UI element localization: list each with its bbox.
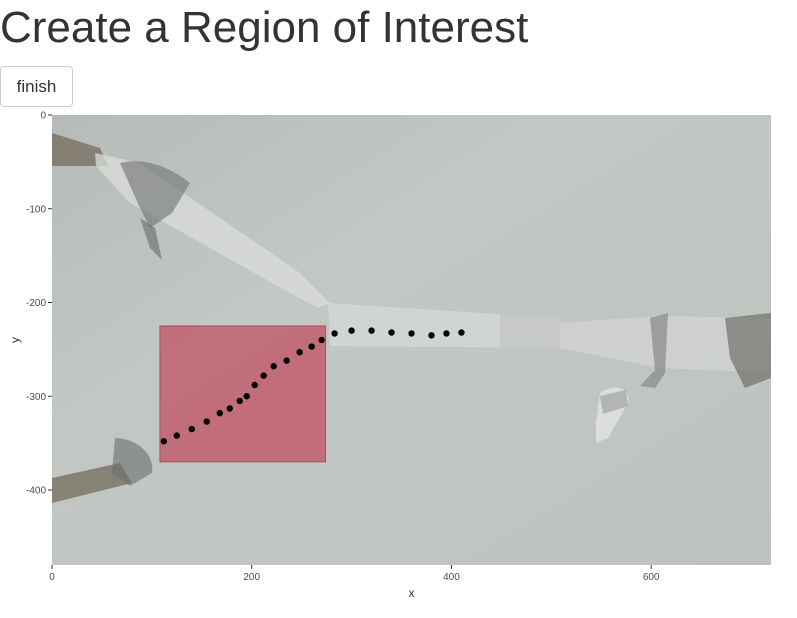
x-tick-label: 400	[443, 572, 460, 583]
track-point	[236, 397, 243, 405]
track-point	[388, 329, 395, 336]
track-point	[226, 405, 233, 412]
track-point	[260, 372, 267, 379]
track-point	[348, 327, 355, 334]
track-point	[173, 432, 181, 439]
y-axis-label: y	[8, 337, 22, 343]
track-point	[216, 409, 223, 417]
track-point	[308, 343, 315, 350]
track-point	[458, 329, 465, 336]
track-layer	[160, 327, 465, 445]
track-point	[331, 330, 338, 337]
track-point	[188, 425, 196, 433]
track-point	[428, 332, 435, 339]
roi-plot[interactable]: 0 200 400 600 0 -100 -200 -300 -400 x y	[0, 108, 797, 618]
track-point	[160, 438, 168, 445]
track-point	[318, 336, 325, 344]
track-point	[408, 330, 415, 337]
y-tick-label: -400	[26, 486, 46, 497]
track-point	[296, 348, 303, 356]
x-axis-label: x	[409, 586, 415, 600]
roi-rectangle[interactable]	[159, 325, 327, 463]
x-tick-label: 600	[643, 572, 660, 583]
finish-button[interactable]: finish	[0, 66, 73, 107]
track-point	[443, 330, 450, 337]
track-point	[251, 381, 258, 389]
plot-svg[interactable]: 0 200 400 600 0 -100 -200 -300 -400 x y	[0, 108, 797, 618]
axis-layer: 0 200 400 600 0 -100 -200 -300 -400 x y	[8, 111, 660, 601]
track-point	[283, 357, 290, 364]
track-point	[270, 363, 277, 370]
track-point	[243, 393, 250, 400]
track-point	[203, 418, 210, 425]
video-frame-image	[52, 115, 771, 565]
y-tick-label: -300	[26, 392, 46, 403]
y-tick-label: -200	[26, 298, 46, 309]
x-tick-label: 0	[49, 572, 55, 583]
page-title: Create a Region of Interest	[0, 3, 529, 52]
y-tick-label: -100	[26, 204, 46, 215]
track-point	[368, 327, 375, 334]
y-tick-label: 0	[40, 111, 46, 122]
x-tick-label: 200	[243, 572, 260, 583]
